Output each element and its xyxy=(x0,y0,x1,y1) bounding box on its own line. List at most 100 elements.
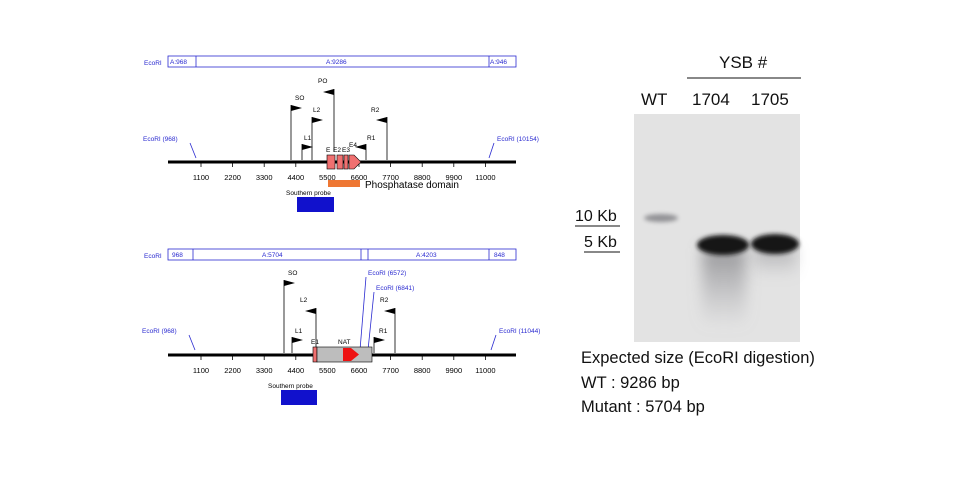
band-1705 xyxy=(751,234,799,254)
wt-flag-l1 xyxy=(302,144,313,150)
wt-flag-r1 xyxy=(355,144,366,150)
mut-frag-mid: A:5704 xyxy=(262,252,283,259)
band-wt xyxy=(644,214,678,222)
wt-primer-l1-label: L1 xyxy=(304,135,312,142)
mut-flag-so xyxy=(284,280,295,286)
wt-primer-r1-label: R1 xyxy=(367,135,376,142)
wt-flag-r2 xyxy=(376,117,387,123)
mut-exon-1 xyxy=(312,346,318,363)
mut-southern-probe xyxy=(281,390,317,405)
wt-locus-diagram: EcoRI A:968 A:9286 A:946 EcoRI (968) Eco… xyxy=(143,55,539,212)
mut-primer-r1-label: R1 xyxy=(379,328,388,335)
legend-line-3: Mutant : 5704 bp xyxy=(581,398,705,416)
wt-phosphatase-domain-bar xyxy=(328,180,360,187)
wt-exon-e2-label: E2 xyxy=(333,147,341,154)
mut-flag-r1 xyxy=(374,337,385,343)
wt-exon-1 xyxy=(326,154,336,170)
mut-tick-label: 8800 xyxy=(414,366,431,375)
mut-nat-arrow xyxy=(343,348,359,361)
mut-tick-label: 6600 xyxy=(351,366,368,375)
wt-flag-po xyxy=(323,89,334,95)
wt-tick-label: 4400 xyxy=(287,173,304,182)
mut-probe-label: Southern probe xyxy=(268,383,313,390)
lane-label-1705: 1705 xyxy=(751,90,789,109)
wt-tick-label: 8800 xyxy=(414,173,431,182)
wt-exons xyxy=(326,154,362,170)
wt-probe-label: Southern probe xyxy=(286,190,331,197)
mut-primer-so-label: SO xyxy=(288,270,297,277)
mut-primer-r2-label: R2 xyxy=(380,297,389,304)
wt-exon-2 xyxy=(336,154,344,170)
wt-tick-label: 2200 xyxy=(224,173,241,182)
wt-primer-flags xyxy=(291,89,387,150)
marker-5kb: 5 Kb xyxy=(584,234,617,251)
wt-primer-r2-label: R2 xyxy=(371,107,380,114)
expected-size-legend: Expected size (EcoRI digestion) WT : 928… xyxy=(581,346,815,420)
mut-tick-label: 11000 xyxy=(475,366,495,375)
wt-exon-4-arrow xyxy=(348,154,362,170)
mut-nat-label: NAT xyxy=(338,339,351,346)
legend-line-2: WT : 9286 bp xyxy=(581,373,680,392)
mut-axis-ticks: 1100 2200 3300 4400 5500 6600 7700 8800 9900 1100… xyxy=(193,356,496,375)
mut-primers xyxy=(283,280,396,353)
mut-site-mid1: EcoRI (6572) xyxy=(368,270,406,277)
lane-label-1704: 1704 xyxy=(692,90,730,109)
wt-flag-l2 xyxy=(312,117,323,123)
mut-tick-label: 5500 xyxy=(319,366,336,375)
wt-tick-label: 3300 xyxy=(256,173,273,182)
mut-primer-l2-label: L2 xyxy=(300,297,308,304)
mut-frag-right: 848 xyxy=(494,252,505,259)
mut-frag-mid2: A:4203 xyxy=(416,252,437,259)
wt-exon-e3-label: E3 xyxy=(342,147,350,154)
mut-flag-l2 xyxy=(305,308,316,314)
southern-blot-panel: YSB # WT 1704 1705 10 Kb 5 Kb xyxy=(575,53,801,342)
wt-primer-l2-label: L2 xyxy=(313,107,321,114)
wt-exon-e4-label: E4 xyxy=(349,142,357,149)
mut-fragment-bar xyxy=(167,248,517,261)
wt-primer-po-label: PO xyxy=(318,78,327,85)
wt-frag-left: A:968 xyxy=(170,59,187,66)
wt-axis-ticks: 1100 2200 3300 4400 5500 6600 7700 8800 9900 1100… xyxy=(193,163,496,182)
wt-tick-label: 6600 xyxy=(351,173,368,182)
wt-site-right: EcoRI (10154) xyxy=(497,136,539,143)
wt-phosphatase-domain-label: Phosphatase domain xyxy=(365,180,459,191)
marker-10kb: 10 Kb xyxy=(575,208,617,225)
mut-tick-label: 2200 xyxy=(224,366,241,375)
wt-frag-ecori-label: EcoRI xyxy=(144,60,162,67)
wt-primer-so-label: SO xyxy=(295,95,304,102)
mut-exon-e1-label: E1 xyxy=(311,339,319,346)
blot-header: YSB # xyxy=(719,53,768,72)
mut-flag-l1 xyxy=(292,337,303,343)
mut-tick-label: 4400 xyxy=(287,366,304,375)
wt-tick-label: 7700 xyxy=(382,173,399,182)
band-1704 xyxy=(697,235,749,255)
wt-frag-right: A:946 xyxy=(490,59,507,66)
wt-southern-probe xyxy=(297,197,334,212)
mut-flag-r2 xyxy=(384,308,395,314)
mut-frag-ecori-label: EcoRI xyxy=(144,253,162,260)
mut-primer-flags xyxy=(284,280,395,343)
mut-primer-l1-label: L1 xyxy=(295,328,303,335)
wt-exon-3 xyxy=(343,154,349,170)
mut-site-right: EcoRI (11044) xyxy=(499,328,540,335)
wt-tick-label: 9900 xyxy=(445,173,462,182)
mut-tick-label: 9900 xyxy=(445,366,462,375)
mut-tick-label: 3300 xyxy=(256,366,273,375)
wt-tick-label: 1100 xyxy=(193,173,209,182)
legend-line-1: Expected size (EcoRI digestion) xyxy=(581,349,815,367)
lane-label-wt: WT xyxy=(641,90,667,109)
mut-site-left: EcoRI (968) xyxy=(142,328,177,335)
wt-exon-e1-label: E xyxy=(326,147,331,154)
mut-tick-label: 1100 xyxy=(193,366,209,375)
wt-fragment-bar xyxy=(167,55,517,68)
wt-tick-label: 5500 xyxy=(319,173,336,182)
mut-frag-left: 968 xyxy=(172,252,183,259)
wt-site-left: EcoRI (968) xyxy=(143,136,178,143)
wt-tick-label: 11000 xyxy=(475,173,495,182)
wt-flag-so xyxy=(291,105,302,111)
mut-site-mid2: EcoRI (6841) xyxy=(376,285,414,292)
smear-1704 xyxy=(702,248,746,328)
wt-frag-mid: A:9286 xyxy=(326,59,347,66)
mutant-locus-diagram: EcoRI 968 A:5704 A:4203 848 EcoRI (968) … xyxy=(142,248,540,405)
